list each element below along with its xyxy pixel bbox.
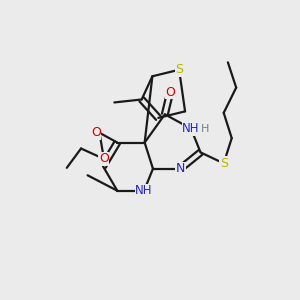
Text: S: S xyxy=(175,63,183,76)
Text: H: H xyxy=(201,124,209,134)
Text: S: S xyxy=(220,157,228,170)
Text: NH: NH xyxy=(182,122,200,135)
Text: O: O xyxy=(165,85,175,98)
Text: N: N xyxy=(176,162,185,175)
Text: O: O xyxy=(91,126,101,139)
Text: O: O xyxy=(99,152,109,165)
Text: NH: NH xyxy=(135,184,153,197)
